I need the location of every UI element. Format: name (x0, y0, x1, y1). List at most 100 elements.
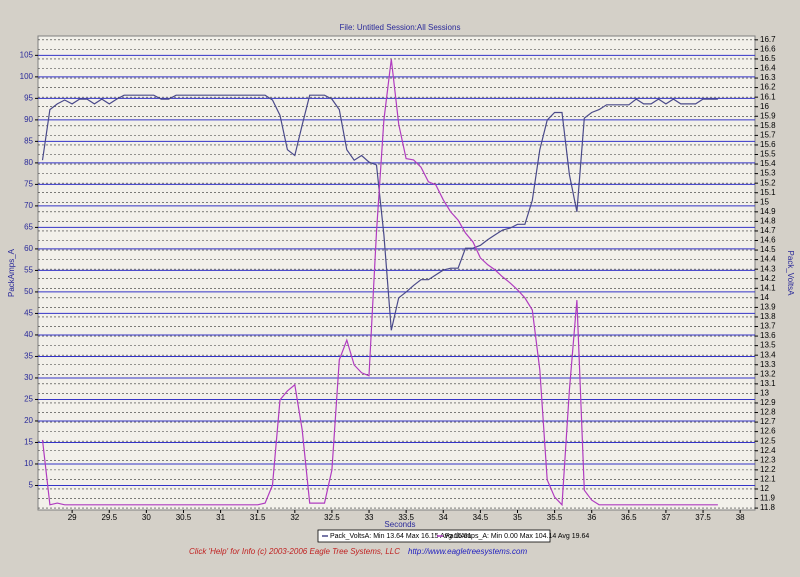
x-tick-label: 36.5 (621, 513, 637, 522)
y2-tick-label: 16 (760, 102, 769, 111)
y2-tick-label: 16.1 (760, 92, 776, 101)
y2-tick-label: 13 (760, 389, 769, 398)
y2-tick-label: 13.3 (760, 360, 776, 369)
legend-box (317, 529, 551, 543)
y2-tick-label: 14.2 (760, 274, 776, 283)
x-tick-label: 32 (290, 513, 299, 522)
y2-tick-label: 13.6 (760, 331, 776, 340)
x-tick-label: 30 (142, 513, 151, 522)
y2-tick-label: 15.5 (760, 150, 776, 159)
y2-tick-label: 14.8 (760, 217, 776, 226)
y-tick-label: 30 (24, 373, 33, 382)
y-tick-label: 105 (20, 50, 34, 59)
y2-tick-label: 14.7 (760, 226, 776, 235)
y-tick-label: 90 (24, 115, 33, 124)
y2-tick-label: 13.1 (760, 379, 776, 388)
y2-tick-label: 12.6 (760, 427, 776, 436)
y2-tick-label: 13.7 (760, 322, 776, 331)
x-tick-label: 35 (513, 513, 522, 522)
x-axis-label: Seconds (384, 520, 415, 529)
y-tick-label: 60 (24, 244, 33, 253)
x-tick-label: 35.5 (547, 513, 563, 522)
y2-tick-label: 13.4 (760, 350, 776, 359)
y2-tick-label: 12.5 (760, 436, 776, 445)
y-tick-label: 55 (24, 266, 33, 275)
x-tick-label: 34 (439, 513, 448, 522)
y-tick-label: 10 (24, 459, 33, 468)
x-tick-label: 29.5 (101, 513, 117, 522)
y2-tick-label: 12.2 (760, 465, 776, 474)
y2-tick-label: 15.1 (760, 188, 776, 197)
y2-tick-label: 15.9 (760, 111, 776, 120)
series-line (41, 59, 718, 507)
y2-tick-label: 14.1 (760, 283, 776, 292)
y2-tick-label: 15.2 (760, 178, 776, 187)
footer: Click 'Help' for Info (c) 2003-2006 Eagl… (189, 547, 400, 556)
x-tick-label: 33 (365, 513, 374, 522)
y2-tick-label: 12.1 (760, 475, 776, 484)
y-tick-label: 75 (24, 180, 33, 189)
y2-tick-label: 14.3 (760, 264, 776, 273)
x-tick-label: 38 (736, 513, 745, 522)
x-tick-label: 37.5 (695, 513, 711, 522)
x-tick-label: 34.5 (473, 513, 489, 522)
x-tick-label: 36 (587, 513, 596, 522)
footer-link[interactable]: http://www.eagletreesystems.com (408, 547, 527, 556)
y-axis-label: PackAmps_A (7, 248, 16, 297)
series-line (41, 94, 718, 331)
y-tick-label: 85 (24, 136, 33, 145)
y2-tick-label: 16.5 (760, 54, 776, 63)
y-tick-label: 95 (24, 93, 33, 102)
y2-tick-label: 16.3 (760, 73, 776, 82)
y2-tick-label: 12.9 (760, 398, 776, 407)
legend-label: PackAmps_A: Min 0.00 Max 104.14 Avg 19.6… (445, 533, 589, 540)
plot-area (37, 35, 756, 511)
y2-tick-label: 16.7 (760, 35, 776, 44)
x-tick-label: 37 (661, 513, 670, 522)
x-tick-label: 31.5 (250, 513, 266, 522)
x-tick-label: 29 (68, 513, 77, 522)
x-tick-label: 32.5 (324, 513, 340, 522)
y-tick-label: 25 (24, 395, 33, 404)
y2-tick-label: 16.6 (760, 44, 776, 53)
y-tick-label: 65 (24, 223, 33, 232)
y2-tick-label: 15.6 (760, 140, 776, 149)
y2-tick-label: 13.8 (760, 312, 776, 321)
y-tick-label: 35 (24, 352, 33, 361)
y2-tick-label: 11.9 (760, 494, 776, 503)
y-tick-label: 20 (24, 416, 33, 425)
y-tick-label: 5 (29, 481, 34, 490)
y2-tick-label: 15.3 (760, 169, 776, 178)
legend-label: Pack_VoltsA: Min 13.64 Max 16.15 Avg 15.… (330, 533, 472, 540)
y-tick-label: 45 (24, 309, 33, 318)
y2-tick-label: 14.6 (760, 236, 776, 245)
y2-tick-label: 13.5 (760, 341, 776, 350)
grid (38, 39, 755, 509)
chart-title: File: Untitled Session:All Sessions (340, 23, 461, 32)
y-tick-label: 15 (24, 438, 33, 447)
y2-tick-label: 12.7 (760, 417, 776, 426)
y2-tick-label: 14 (760, 293, 769, 302)
y2-tick-label: 12 (760, 484, 769, 493)
y2-tick-label: 16.2 (760, 83, 776, 92)
y2-tick-label: 14.4 (760, 255, 776, 264)
x-tick-label: 30.5 (176, 513, 192, 522)
y2-tick-label: 12.3 (760, 455, 776, 464)
y2-tick-label: 14.5 (760, 245, 776, 254)
y2-tick-label: 16.4 (760, 64, 776, 73)
y2-tick-label: 13.2 (760, 369, 776, 378)
y2-tick-label: 12.4 (760, 446, 776, 455)
y2-tick-label: 15 (760, 197, 769, 206)
x-tick-label: 31 (216, 513, 225, 522)
y2-tick-label: 15.8 (760, 121, 776, 130)
y-tick-label: 100 (20, 72, 34, 81)
y2-tick-label: 15.4 (760, 159, 776, 168)
y-tick-label: 50 (24, 287, 33, 296)
x-tick-label: 33.5 (398, 513, 414, 522)
y-tick-label: 40 (24, 330, 33, 339)
y2-axis-label: Pack_VoltsA (786, 251, 795, 297)
y-tick-label: 70 (24, 201, 33, 210)
y2-tick-label: 15.7 (760, 130, 776, 139)
y2-tick-label: 11.8 (760, 503, 776, 512)
